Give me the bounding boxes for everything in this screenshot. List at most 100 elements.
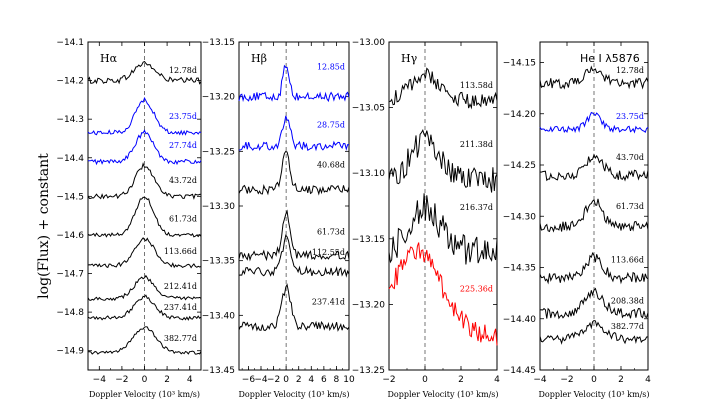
spectrum-epoch-label: 216.37d: [460, 203, 493, 212]
spectrum-line: [389, 67, 498, 110]
x-tick-label: 4: [308, 375, 314, 385]
spectrum-epoch-label: 112.55d: [312, 248, 345, 257]
spectrum-line: [238, 150, 350, 196]
x-tick-label: 2: [458, 375, 464, 385]
x-axis-label: Doppler Velocity (10³ km/s): [387, 390, 498, 399]
spectrum-epoch-label: 23.75d: [169, 112, 197, 121]
spectrum-line: [238, 283, 350, 332]
spectrum-line: [87, 129, 202, 166]
spectrum-epoch-label: 225.36d: [460, 284, 493, 293]
spectrum-epoch-label: 28.75d: [317, 120, 345, 129]
x-tick-label: 0: [283, 375, 289, 385]
panel-2: −6 −4 −2 0 2 4 6 8 10 −13.15 −13.20 −13.25 −13.30 −13…: [202, 38, 355, 399]
x-tick-label: 0: [422, 375, 428, 385]
y-tick-label: −14.9: [56, 347, 84, 357]
spectrum-line: [539, 320, 649, 345]
spectrum-line: [539, 198, 649, 233]
x-axis-label: Doppler Velocity (10³ km/s): [538, 390, 649, 399]
x-tick-label: 2: [164, 375, 170, 385]
spectrum-line: [238, 115, 350, 152]
spectrum-epoch-label: 113.66d: [164, 247, 197, 256]
x-axis-label: Doppler Velocity (10³ km/s): [89, 390, 200, 399]
spectrum-epoch-label: 27.74d: [169, 141, 197, 150]
y-tick-label: −14.4: [56, 154, 84, 164]
spectrum-epoch-label: 43.70d: [616, 153, 644, 162]
spectrum-epoch-label: 61.73d: [317, 227, 345, 236]
x-tick-label: 8: [334, 375, 340, 385]
x-tick-label: 4: [187, 375, 193, 385]
spectrum-line: [388, 242, 498, 346]
spectrum-epoch-label: 237.41d: [312, 297, 345, 306]
spectrum-line: [87, 196, 202, 238]
y-tick-label: −13.20: [352, 300, 386, 310]
y-tick-label: −13.30: [202, 202, 236, 212]
x-tick-label: −4: [93, 375, 107, 385]
x-tick-label: 4: [494, 375, 500, 385]
y-tick-label: −14.30: [503, 212, 537, 222]
spectrum-line: [87, 274, 202, 302]
y-tick-label: −14.6: [56, 231, 84, 241]
spectrum-line: [87, 96, 202, 136]
x-tick-label: 0: [142, 375, 148, 385]
panel-3: −2 0 2 4 −13.00 −13.05 −13.10 −13.15 −13.20 −13.2…: [352, 38, 500, 399]
y-tick-label: −13.20: [202, 93, 236, 103]
spectrum-epoch-label: 211.38d: [460, 140, 493, 149]
panel-4: −4 −2 0 2 4 −14.15 −14.20 −14.25 −14.30 −14.35 −14…: [503, 41, 651, 399]
spectrum-line: [238, 64, 350, 103]
y-tick-label: −14.1: [56, 38, 84, 48]
spectrum-line: [539, 153, 649, 182]
spectrum-epoch-label: 113.66d: [611, 255, 644, 264]
x-tick-label: −2: [382, 375, 395, 385]
panel-title: Hγ: [401, 52, 418, 65]
y-tick-label: −14.45: [503, 366, 536, 376]
spectrum-epoch-label: 382.77d: [611, 322, 644, 331]
x-tick-label: −6: [242, 375, 256, 385]
y-tick-label: −13.10: [352, 169, 386, 179]
spectrum-line: [539, 65, 649, 90]
x-tick-label: 2: [618, 375, 624, 385]
spectrum-epoch-label: 40.68d: [317, 161, 345, 170]
y-tick-label: −14.2: [56, 77, 84, 87]
spectrum-epoch-label: 23.75d: [616, 112, 644, 121]
spectrum-line: [87, 162, 202, 200]
y-tick-label: −14.40: [503, 315, 537, 325]
panel-title: Hβ: [251, 52, 267, 65]
figure-y-axis-label: log(Flux) + constant: [36, 153, 52, 299]
spectrum-line: [388, 193, 498, 265]
x-tick-label: −2: [267, 375, 280, 385]
panel-title: Hα: [100, 52, 118, 65]
y-tick-label: −13.25: [202, 147, 235, 157]
x-tick-label: 2: [296, 375, 302, 385]
spectrum-line: [87, 237, 202, 269]
panel-title: He I λ5876: [580, 52, 640, 65]
y-tick-label: −14.7: [56, 270, 84, 280]
x-tick-label: 0: [591, 375, 597, 385]
spectrum-epoch-label: 208.38d: [611, 296, 644, 305]
y-tick-label: −14.15: [503, 59, 536, 69]
y-tick-label: −14.35: [503, 264, 536, 274]
spectrum-epoch-label: 43.72d: [169, 176, 197, 185]
x-tick-label: 4: [645, 375, 651, 385]
y-tick-label: −14.3: [56, 115, 84, 125]
spectrum-epoch-label: 61.73d: [616, 202, 644, 211]
y-tick-label: −14.25: [503, 161, 536, 171]
spectrum-epoch-label: 237.41d: [164, 303, 197, 312]
spectrum-epoch-label: 382.77d: [164, 334, 197, 343]
spectrum-line: [238, 234, 350, 278]
x-tick-label: −2: [115, 375, 128, 385]
spectrum-line: [87, 326, 202, 355]
panel-frame: [238, 41, 350, 371]
y-tick-label: −13.05: [352, 104, 385, 114]
spectrum-line: [87, 60, 202, 85]
x-tick-label: 10: [343, 375, 355, 385]
y-tick-label: −13.25: [352, 366, 385, 376]
panel-1: −4 −2 0 2 4 −14.1 −14.2 −14.3 −14.4 −14.5 −14.6 −14…: [56, 38, 202, 399]
spectrum-epoch-label: 113.58d: [460, 81, 493, 90]
y-tick-label: −13.45: [202, 366, 235, 376]
spectrum-line: [539, 251, 649, 285]
y-tick-label: −14.8: [56, 308, 84, 318]
x-tick-label: −4: [533, 375, 547, 385]
x-tick-label: −2: [560, 375, 573, 385]
y-tick-label: −13.00: [352, 38, 386, 48]
